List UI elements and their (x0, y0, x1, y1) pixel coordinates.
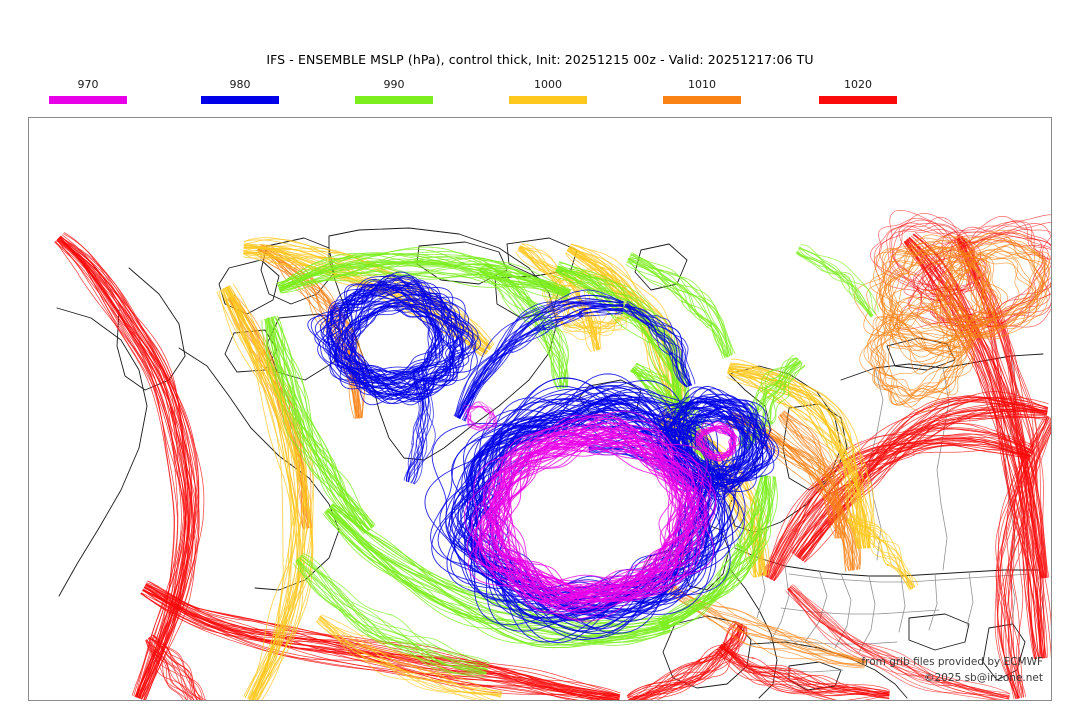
legend-item-1020[interactable]: 1020 (798, 78, 918, 104)
legend-swatch-990 (355, 96, 433, 104)
legend-label-1000: 1000 (534, 78, 562, 91)
legend-label-1020: 1020 (844, 78, 872, 91)
legend: 970 980 990 1000 1010 1020 (28, 78, 1052, 110)
legend-item-970[interactable]: 970 (28, 78, 148, 104)
page-title: IFS - ENSEMBLE MSLP (hPa), control thick… (266, 52, 814, 67)
legend-item-990[interactable]: 990 (334, 78, 454, 104)
legend-label-1010: 1010 (688, 78, 716, 91)
legend-label-970: 970 (77, 78, 99, 91)
legend-label-980: 980 (229, 78, 251, 91)
legend-item-1010[interactable]: 1010 (642, 78, 762, 104)
legend-swatch-980 (201, 96, 279, 104)
legend-swatch-1010 (663, 96, 741, 104)
spaghetti-contour-plot (54, 209, 1051, 700)
credit-copyright: ©2025 sb@irizone.net (924, 672, 1043, 684)
legend-item-1000[interactable]: 1000 (488, 78, 608, 104)
contour-layer (54, 209, 1051, 700)
legend-label-990: 990 (383, 78, 405, 91)
legend-swatch-1000 (509, 96, 587, 104)
map-canvas[interactable]: from grib files provided by ECMWF ©2025 … (28, 117, 1052, 701)
credit-source: from grib files provided by ECMWF (861, 656, 1043, 668)
legend-swatch-1020 (819, 96, 897, 104)
legend-item-980[interactable]: 980 (180, 78, 300, 104)
legend-swatch-970 (49, 96, 127, 104)
